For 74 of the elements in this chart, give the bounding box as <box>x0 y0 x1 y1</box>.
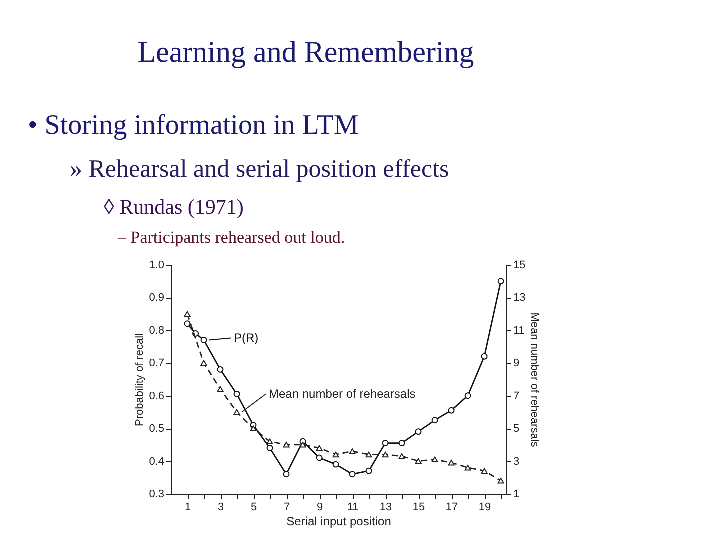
point <box>200 360 208 366</box>
point <box>498 278 504 285</box>
x-tick-label: 15 <box>412 502 426 514</box>
y2-tick-label: 11 <box>514 324 525 337</box>
y-tick-label: 0.6 <box>149 390 164 402</box>
legend-label: P(R) <box>234 331 259 346</box>
point <box>300 442 306 448</box>
x-tick-label: 9 <box>316 502 324 514</box>
y2-tick-label: 1 <box>514 488 520 500</box>
y2-tick-label: 5 <box>514 423 520 436</box>
point <box>234 409 240 416</box>
point <box>316 454 323 462</box>
point <box>316 445 323 452</box>
text: – Participants rehearsed out loud. <box>118 228 346 248</box>
point <box>266 438 274 445</box>
text: Mean number of rehearsals <box>269 387 416 402</box>
point <box>481 468 488 474</box>
point <box>283 471 290 478</box>
y2-axis-title: Mean number of rehearsals <box>528 312 541 448</box>
y-tick-label: 0.3 <box>149 488 164 500</box>
point <box>366 452 372 458</box>
x-tick-label: 1 <box>184 502 192 514</box>
y-tick-label: 0.5 <box>149 423 164 436</box>
x-tick-label: 19 <box>478 502 492 514</box>
point <box>464 392 472 400</box>
point <box>432 417 438 424</box>
x-axis-title: Serial input position <box>286 514 392 528</box>
point <box>366 468 372 474</box>
point <box>332 452 340 458</box>
y2-tick-label: 9 <box>514 358 520 370</box>
y-tick-label: 0.9 <box>149 292 164 304</box>
x-tick-label: 13 <box>380 502 392 514</box>
point <box>415 428 422 436</box>
point <box>266 444 274 452</box>
y-axis-title: Probability of recall <box>134 334 146 426</box>
y2-tick-label: 13 <box>514 292 526 304</box>
point <box>398 440 406 447</box>
point <box>464 464 472 471</box>
y-tick-label: 0.8 <box>149 324 164 337</box>
point <box>349 448 356 454</box>
y2-tick-label: 3 <box>514 456 520 468</box>
point <box>415 458 422 464</box>
point <box>432 456 438 463</box>
chart-subtitle: • Storing information in LTM <box>28 110 359 142</box>
point <box>448 407 455 414</box>
point <box>217 366 224 373</box>
chart-title: Learning and Remembering <box>136 36 476 70</box>
point <box>382 452 389 458</box>
text: ◊ Rundas (1971) <box>104 195 244 220</box>
point <box>398 454 406 460</box>
point <box>217 386 224 392</box>
point <box>184 311 191 317</box>
x-tick-label: 7 <box>284 502 290 514</box>
point <box>250 426 257 432</box>
point <box>448 460 455 466</box>
y-tick-label: 0.4 <box>149 456 164 468</box>
y2-tick-label: 15 <box>514 260 526 272</box>
point <box>184 320 191 328</box>
y2-tick-label: 7 <box>514 390 520 402</box>
point <box>283 442 290 448</box>
y-tick-label: 0.7 <box>149 358 164 370</box>
x-tick-label: 3 <box>218 502 224 514</box>
point <box>234 390 240 398</box>
point <box>349 471 356 478</box>
point <box>332 461 340 468</box>
x-tick-label: 11 <box>347 502 359 514</box>
point <box>200 337 208 344</box>
text: » Rehearsal and serial position effects <box>70 156 450 184</box>
x-tick-label: 5 <box>250 502 258 514</box>
x-tick-label: 17 <box>446 502 458 514</box>
y-tick-label: 1.0 <box>149 260 164 272</box>
point <box>498 478 504 484</box>
point <box>481 353 488 360</box>
point <box>382 440 389 447</box>
